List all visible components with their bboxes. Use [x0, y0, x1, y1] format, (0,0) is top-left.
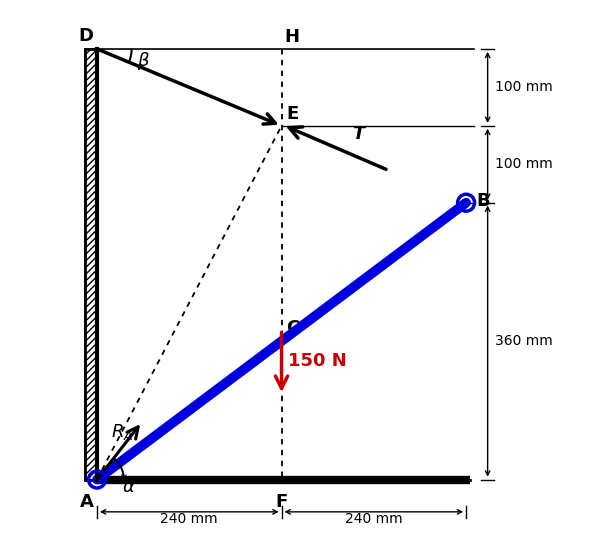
Text: E: E — [286, 105, 299, 123]
Text: 100 mm: 100 mm — [496, 157, 553, 171]
Text: C: C — [286, 319, 299, 336]
Polygon shape — [85, 49, 97, 480]
Text: $R_A$: $R_A$ — [111, 422, 133, 442]
Text: 240 mm: 240 mm — [160, 511, 218, 525]
Text: A: A — [80, 494, 94, 511]
Text: 360 mm: 360 mm — [496, 334, 553, 348]
Text: 150 N: 150 N — [288, 352, 346, 370]
Text: H: H — [284, 28, 300, 46]
Text: D: D — [78, 27, 93, 45]
Text: T: T — [352, 125, 364, 143]
Text: B: B — [476, 192, 490, 210]
Text: 240 mm: 240 mm — [345, 511, 402, 525]
Text: 100 mm: 100 mm — [496, 80, 553, 94]
Text: F: F — [276, 494, 288, 511]
Text: $\beta$: $\beta$ — [137, 50, 150, 72]
Text: $\alpha$: $\alpha$ — [122, 478, 135, 496]
